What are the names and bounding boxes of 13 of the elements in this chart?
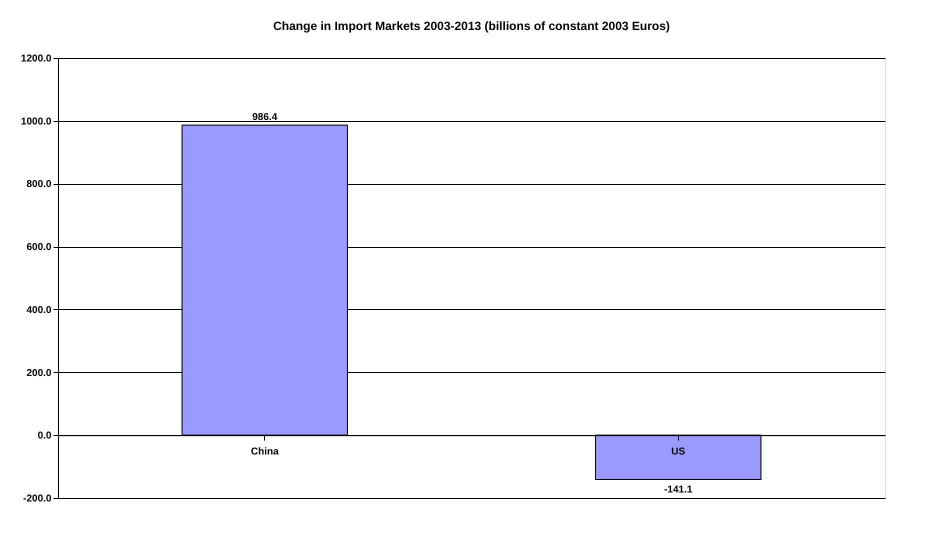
y-tick-label: 200.0 xyxy=(26,368,52,379)
y-tick-label: 600.0 xyxy=(26,242,52,254)
y-tick-label: 0.0 xyxy=(38,430,52,442)
y-tick-label: 800.0 xyxy=(26,179,52,190)
x-tick-label: US xyxy=(671,446,686,458)
chart-title: Change in Import Markets 2003-2013 (billions of constant 2003 Euros) xyxy=(273,19,670,33)
y-tick-label: 1000.0 xyxy=(20,116,52,128)
x-tick-label: China xyxy=(250,446,280,458)
y-tick-label: -200.0 xyxy=(23,494,52,504)
data-label: -141.1 xyxy=(664,484,693,496)
data-label: 986.4 xyxy=(252,112,278,124)
y-tick-label: 400.0 xyxy=(26,304,52,316)
y-tick-label: 1200.0 xyxy=(20,54,52,64)
